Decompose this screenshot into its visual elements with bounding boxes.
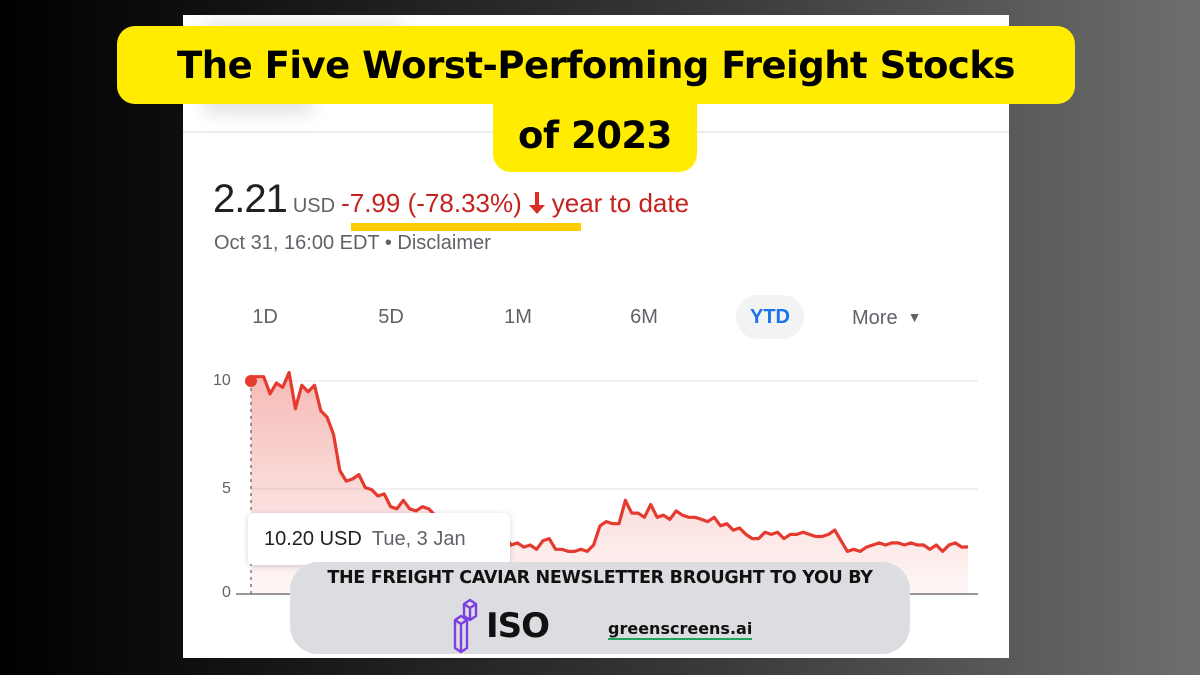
- disclaimer-link[interactable]: Disclaimer: [397, 232, 491, 254]
- timestamp: Oct 31, 16:00 EDT: [214, 232, 380, 254]
- chevron-down-icon: ▼: [907, 309, 922, 325]
- tab-more[interactable]: More ▼: [852, 295, 944, 339]
- page-title-line2: of 2023: [518, 113, 672, 157]
- range-tabs: 1D 5D 1M 6M YTD More ▼: [200, 295, 980, 339]
- page-title-line1: The Five Worst-Perfoming Freight Stocks: [177, 43, 1015, 87]
- iso-cube-icon: [453, 598, 478, 654]
- start-point-marker: [245, 375, 257, 387]
- tab-1m[interactable]: 1M: [504, 306, 532, 328]
- tab-more-label: More: [852, 307, 898, 329]
- tab-6m[interactable]: 6M: [630, 306, 658, 328]
- y-tick-5: 5: [222, 480, 231, 497]
- tab-1d[interactable]: 1D: [252, 306, 278, 328]
- sponsor-banner: THE FREIGHT CAVIAR NEWSLETTER BROUGHT TO…: [290, 562, 910, 654]
- quote-meta: Oct 31, 16:00 EDT • Disclaimer: [214, 232, 491, 255]
- price-line: [251, 370, 969, 553]
- price-change: -7.99 (-78.33%): [341, 188, 522, 218]
- currency: USD: [292, 195, 336, 217]
- y-tick-10: 10: [213, 372, 231, 389]
- title-banner-tail: of 2023: [493, 96, 697, 172]
- chart-tooltip: 10.20 USD Tue, 3 Jan: [248, 513, 510, 565]
- tab-5d[interactable]: 5D: [378, 306, 404, 328]
- highlight-underline: [351, 223, 581, 231]
- y-tick-0: 0: [222, 584, 231, 601]
- price-row: 2.21 USD -7.99 (-78.33%) year to date: [213, 177, 689, 227]
- greenscreens-logo[interactable]: greenscreens.ai: [608, 619, 753, 640]
- tooltip-price: 10.20 USD: [264, 527, 362, 550]
- tooltip-date: Tue, 3 Jan: [371, 527, 466, 550]
- iso-wordmark: ISO: [486, 606, 550, 646]
- separator: •: [384, 232, 392, 254]
- iso-logo[interactable]: ISO: [452, 598, 550, 654]
- period-label: year to date: [551, 188, 690, 218]
- title-banner: The Five Worst-Perfoming Freight Stocks: [117, 26, 1075, 104]
- arrow-down-icon: [528, 191, 546, 219]
- sponsor-headline: THE FREIGHT CAVIAR NEWSLETTER BROUGHT TO…: [327, 568, 873, 588]
- tab-ytd[interactable]: YTD: [736, 295, 804, 339]
- current-price: 2.21: [213, 177, 288, 221]
